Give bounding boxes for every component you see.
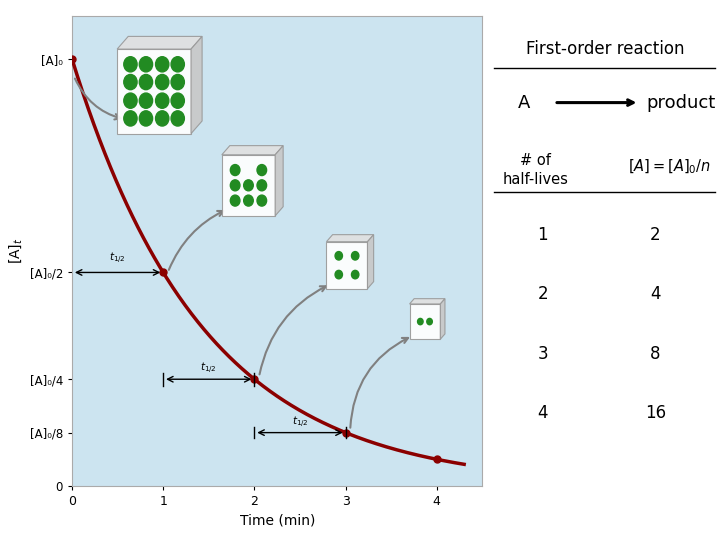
- Circle shape: [351, 252, 359, 260]
- Circle shape: [335, 252, 343, 260]
- Circle shape: [418, 319, 423, 325]
- Circle shape: [124, 57, 137, 72]
- Text: 4: 4: [650, 285, 661, 303]
- Polygon shape: [441, 299, 445, 339]
- Polygon shape: [275, 146, 283, 216]
- Text: $t_{1/2}$: $t_{1/2}$: [292, 415, 308, 430]
- Polygon shape: [117, 49, 191, 134]
- Circle shape: [156, 57, 169, 72]
- Text: $t_{1/2}$: $t_{1/2}$: [109, 251, 126, 266]
- Circle shape: [156, 93, 169, 109]
- Circle shape: [124, 93, 137, 109]
- Circle shape: [257, 165, 266, 176]
- Polygon shape: [326, 242, 367, 289]
- Circle shape: [351, 271, 359, 279]
- Circle shape: [243, 195, 253, 206]
- Circle shape: [124, 111, 137, 126]
- X-axis label: Time (min): Time (min): [240, 514, 315, 528]
- Text: product: product: [647, 93, 716, 112]
- Polygon shape: [222, 146, 283, 155]
- Circle shape: [156, 75, 169, 90]
- Circle shape: [230, 165, 240, 176]
- Polygon shape: [367, 235, 374, 289]
- Text: 2: 2: [650, 226, 661, 244]
- Circle shape: [171, 75, 184, 90]
- Circle shape: [124, 75, 137, 90]
- Text: First-order reaction: First-order reaction: [526, 39, 684, 58]
- Circle shape: [139, 93, 153, 109]
- Circle shape: [171, 57, 184, 72]
- Text: A: A: [518, 93, 531, 112]
- Polygon shape: [222, 155, 275, 216]
- Circle shape: [257, 180, 266, 191]
- Text: 2: 2: [537, 285, 548, 303]
- Text: $[A] = [A]_0/n$: $[A] = [A]_0/n$: [628, 157, 711, 176]
- Text: $t_{1/2}$: $t_{1/2}$: [200, 361, 217, 376]
- Text: 4: 4: [537, 404, 548, 422]
- Text: 1: 1: [537, 226, 548, 244]
- Polygon shape: [410, 299, 445, 304]
- Circle shape: [335, 271, 343, 279]
- Circle shape: [139, 57, 153, 72]
- Circle shape: [427, 319, 432, 325]
- Circle shape: [257, 195, 266, 206]
- Polygon shape: [410, 304, 441, 339]
- Circle shape: [139, 111, 153, 126]
- Circle shape: [156, 111, 169, 126]
- Text: 8: 8: [650, 345, 661, 363]
- Text: 16: 16: [645, 404, 666, 422]
- Y-axis label: [A]$_t$: [A]$_t$: [7, 238, 24, 265]
- Circle shape: [243, 180, 253, 191]
- Circle shape: [230, 195, 240, 206]
- Polygon shape: [191, 36, 202, 134]
- Circle shape: [139, 75, 153, 90]
- Circle shape: [171, 93, 184, 109]
- Text: # of
half-lives: # of half-lives: [503, 153, 569, 187]
- Text: 3: 3: [537, 345, 548, 363]
- Circle shape: [171, 111, 184, 126]
- Polygon shape: [326, 235, 374, 242]
- Circle shape: [230, 180, 240, 191]
- Polygon shape: [117, 36, 202, 49]
